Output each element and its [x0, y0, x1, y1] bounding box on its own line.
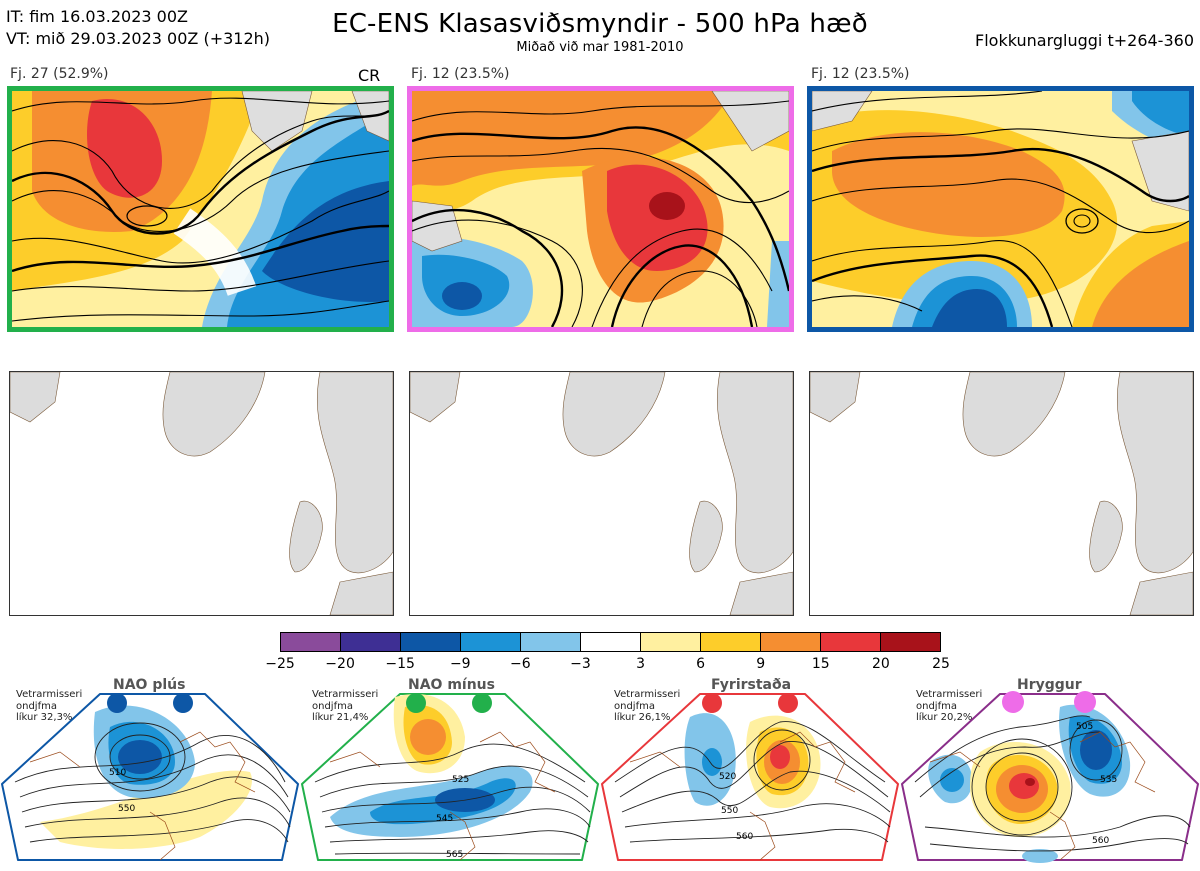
regime-nao-minus-name: NAO mínus	[408, 677, 495, 693]
regime-ridge-info: Vetrarmisseri ondjfma líkur 20,2%	[916, 689, 982, 724]
color-bar-tick-label: −9	[449, 656, 471, 672]
color-bar-segment	[401, 633, 461, 651]
color-bar-segment	[641, 633, 701, 651]
page-title: EC-ENS Klasasviðsmyndir - 500 hPa hæð	[332, 9, 868, 39]
regime-ridge-map	[901, 693, 1199, 863]
contour-label: 535	[1100, 775, 1118, 785]
regime-nao-minus: Vetrarmisseri ondjfma líkur 21,4% NAO mí…	[300, 672, 600, 871]
cluster-1-label: Fj. 27 (52.9%)	[10, 66, 109, 82]
cluster-2-map[interactable]	[407, 86, 794, 332]
cluster-2-label: Fj. 12 (23.5%)	[411, 66, 510, 82]
regime-nao-plus-name: NAO plús	[113, 677, 186, 693]
regime-ridge: Vetrarmisseri ondjfma líkur 20,2% Hryggu…	[900, 672, 1200, 871]
color-bar-tick-label: 15	[811, 656, 830, 672]
regime-blocking-info: Vetrarmisseri ondjfma líkur 26,1%	[614, 689, 680, 724]
color-bar-segment	[461, 633, 521, 651]
color-bar-tick-label: 20	[871, 656, 890, 672]
base-map-1-land	[10, 372, 393, 615]
regime-ridge-marker	[1074, 691, 1096, 713]
info-line: líkur 20,2%	[916, 712, 973, 723]
color-bar-segment	[281, 633, 341, 651]
regime-nao-plus-marker	[173, 693, 193, 713]
base-map-2	[409, 371, 794, 616]
color-bar-tick-label: 9	[756, 656, 766, 672]
regime-nao-plus: Vetrarmisseri ondjfma líkur 32,3% NAO pl…	[0, 672, 300, 871]
color-bar-tick-label: −25	[265, 656, 295, 672]
base-map-2-land	[410, 372, 793, 615]
color-bar-segment	[821, 633, 881, 651]
base-map-1	[9, 371, 394, 616]
color-bar-tick-label: −6	[510, 656, 531, 672]
page-subtitle: Miðað við mar 1981-2010	[516, 40, 684, 55]
regime-blocking-name: Fyrirstaða	[711, 677, 792, 693]
regime-nao-plus-marker	[107, 693, 127, 713]
color-bar-tick-label: −15	[385, 656, 415, 672]
info-line: líkur 32,3%	[16, 712, 73, 723]
regime-ridge-marker	[1002, 691, 1024, 713]
contour-label: 545	[436, 814, 454, 824]
cluster-3-map[interactable]	[807, 86, 1194, 332]
color-bar-tick-label: −20	[325, 656, 355, 672]
regime-blocking-marker	[778, 693, 798, 713]
info-line: ondjfma	[614, 700, 655, 712]
regime-nao-minus-marker	[472, 693, 492, 713]
info-line: líkur 21,4%	[312, 712, 369, 723]
color-bar-segment	[521, 633, 581, 651]
init-time: IT: fim 16.03.2023 00Z	[6, 7, 188, 26]
cluster-2-anomaly-field	[412, 91, 789, 327]
color-bar-tick-label: 25	[932, 656, 950, 672]
color-bar	[280, 632, 941, 652]
cluster-3-anomaly-field	[812, 91, 1189, 327]
color-bar-segment	[881, 633, 940, 651]
color-bar-segment	[341, 633, 401, 651]
regime-blocking: Vetrarmisseri ondjfma líkur 26,1% Fyrirs…	[600, 672, 900, 871]
cluster-1-anomaly-field	[12, 91, 389, 327]
regime-blocking-map	[601, 693, 899, 861]
color-bar-segment	[581, 633, 641, 651]
cluster-1-tag: CR	[358, 66, 381, 85]
contour-label: 525	[452, 775, 470, 785]
regime-nao-minus-map	[301, 693, 599, 861]
color-bar-tick-label: 6	[696, 656, 706, 672]
valid-time: VT: mið 29.03.2023 00Z (+312h)	[6, 29, 271, 48]
contour-label: 510	[109, 768, 127, 778]
info-line: ondjfma	[16, 700, 57, 712]
regime-nao-plus-map	[1, 693, 299, 861]
regime-blocking-marker	[702, 693, 722, 713]
color-bar-segment	[701, 633, 761, 651]
info-line: ondjfma	[916, 700, 957, 712]
color-bar-tick-label: −3	[570, 656, 591, 672]
info-line: Vetrarmisseri	[614, 689, 681, 700]
info-line: líkur 26,1%	[614, 712, 671, 723]
contour-label: 550	[118, 804, 136, 814]
info-line: Vetrarmisseri	[312, 689, 379, 700]
info-line: Vetrarmisseri	[16, 689, 83, 700]
color-bar-tick-label: 3	[636, 656, 645, 672]
contour-label: 505	[1076, 722, 1094, 732]
classification-window: Flokkunargluggi t+264-360	[975, 31, 1194, 50]
contour-label: 565	[446, 850, 464, 860]
regime-ridge-name: Hryggur	[1017, 677, 1082, 693]
base-map-3	[809, 371, 1194, 616]
color-bar-segment	[761, 633, 821, 651]
info-line: Vetrarmisseri	[916, 689, 983, 700]
regime-nao-plus-info: Vetrarmisseri ondjfma líkur 32,3%	[16, 689, 82, 724]
contour-label: 520	[719, 772, 737, 782]
contour-label: 550	[721, 806, 739, 816]
contour-label: 560	[1092, 836, 1110, 846]
contour-label: 560	[736, 832, 754, 842]
cluster-3-label: Fj. 12 (23.5%)	[811, 66, 910, 82]
regime-nao-minus-info: Vetrarmisseri ondjfma líkur 21,4%	[312, 689, 378, 724]
cluster-1-map[interactable]	[7, 86, 394, 332]
base-map-3-land	[810, 372, 1193, 615]
regime-nao-minus-marker	[406, 693, 426, 713]
info-line: ondjfma	[312, 700, 353, 712]
